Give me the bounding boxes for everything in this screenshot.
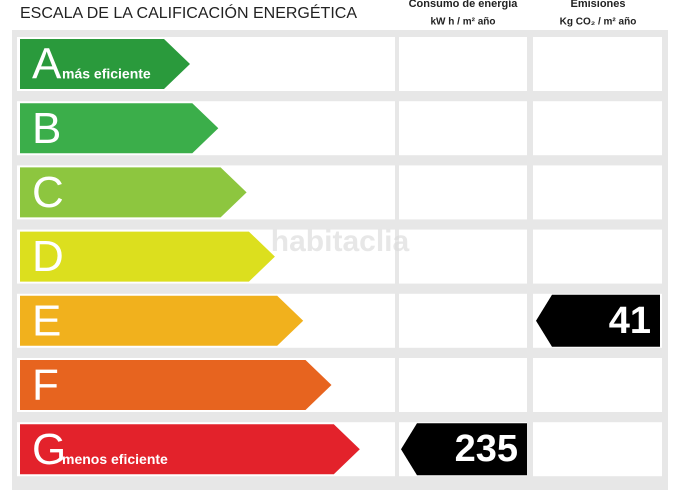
consumption-title: Consumo de energía — [409, 0, 519, 10]
emissions-indicator — [536, 294, 660, 347]
emissions-cell — [533, 358, 662, 412]
class-letter: G — [32, 425, 66, 474]
consumption-value: 235 — [455, 428, 518, 470]
class-letter: B — [32, 104, 61, 153]
consumption-cell — [399, 293, 527, 348]
emissions-title: Emisiones — [570, 0, 625, 10]
emissions-cell — [533, 165, 662, 220]
consumption-unit: kW h / m² año — [431, 17, 496, 28]
emissions-cell — [533, 229, 662, 284]
class-letter: F — [32, 361, 59, 410]
emissions-cell — [533, 37, 662, 91]
class-arrow — [20, 295, 304, 346]
class-arrow — [20, 103, 219, 154]
consumption-cell — [399, 229, 527, 284]
consumption-indicator — [401, 423, 527, 476]
emissions-cell — [533, 422, 662, 477]
class-arrow — [20, 424, 360, 475]
class-letter: E — [32, 296, 61, 345]
consumption-cell — [399, 37, 527, 91]
emissions-value: 41 — [609, 300, 651, 342]
class-letter: A — [32, 40, 62, 89]
emissions-cell — [533, 101, 662, 156]
class-letter: D — [32, 232, 64, 281]
consumption-cell — [399, 165, 527, 220]
class-arrow — [20, 360, 332, 410]
watermark: habitaclia — [271, 225, 410, 258]
class-label: menos eficiente — [62, 451, 168, 467]
class-label: más eficiente — [62, 66, 151, 82]
consumption-cell — [399, 358, 527, 412]
class-arrow — [20, 167, 247, 218]
emissions-unit: Kg CO₂ / m² año — [560, 17, 637, 28]
class-letter: C — [32, 168, 64, 217]
class-arrow — [20, 39, 190, 89]
label-title: ESCALA DE LA CALIFICACIÓN ENERGÉTICA — [20, 3, 357, 22]
class-arrow — [20, 231, 275, 282]
consumption-cell — [399, 101, 527, 156]
